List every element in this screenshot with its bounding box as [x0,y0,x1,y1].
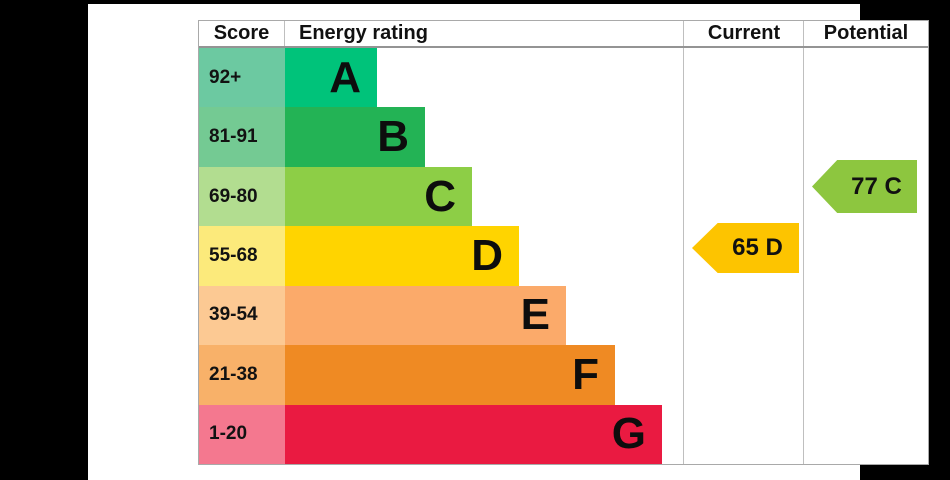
epc-rating-table: Score Energy rating Current Potential 92… [198,20,929,465]
score-column-header: Score [199,21,285,46]
band-row-g: 1-20 G [199,404,928,464]
current-rating-label: 65 D [732,234,783,261]
band-letter: C [424,171,456,221]
band-bar: B [285,107,425,167]
band-letter: F [572,349,599,399]
band-row-b: 81-91 B [199,107,928,167]
band-score-range: 69-80 [199,166,285,227]
band-bar: G [285,404,662,464]
band-row-a: 92+ A [199,48,928,108]
column-divider-potential [803,21,804,464]
band-letter: A [329,52,361,102]
potential-column-header: Potential [823,22,909,44]
band-bar: D [285,226,519,286]
band-row-c: 69-80 C [199,166,928,227]
band-row-f: 21-38 F [199,345,928,405]
column-divider-current [683,21,684,464]
band-rows: 92+ A 81-91 B 69-80 C 55-68 D 39-54 E 21… [199,48,928,464]
band-score-range: 55-68 [199,226,285,286]
band-score-range: 81-91 [199,107,285,167]
band-row-e: 39-54 E [199,285,928,346]
band-score-range: 21-38 [199,345,285,405]
epc-certificate-panel: Score Energy rating Current Potential 92… [88,4,929,480]
current-rating-arrow: 65 D [692,223,799,273]
band-letter: D [471,230,503,280]
band-letter: E [520,290,550,340]
band-letter: B [377,112,409,162]
band-bar: A [285,48,377,108]
band-row-d: 55-68 D [199,226,928,286]
potential-rating-arrow: 77 C [812,160,917,213]
band-bar: F [285,345,615,405]
band-score-range: 92+ [199,48,285,108]
band-score-range: 39-54 [199,285,285,346]
energy-rating-column-header: Energy rating [299,22,428,44]
band-letter: G [611,409,646,459]
table-header-row: Score Energy rating Current Potential [199,21,928,48]
potential-rating-label: 77 C [851,172,902,200]
band-bar: C [285,166,472,227]
band-score-range: 1-20 [199,404,285,464]
current-column-header: Current [707,22,781,44]
band-bar: E [285,285,566,346]
